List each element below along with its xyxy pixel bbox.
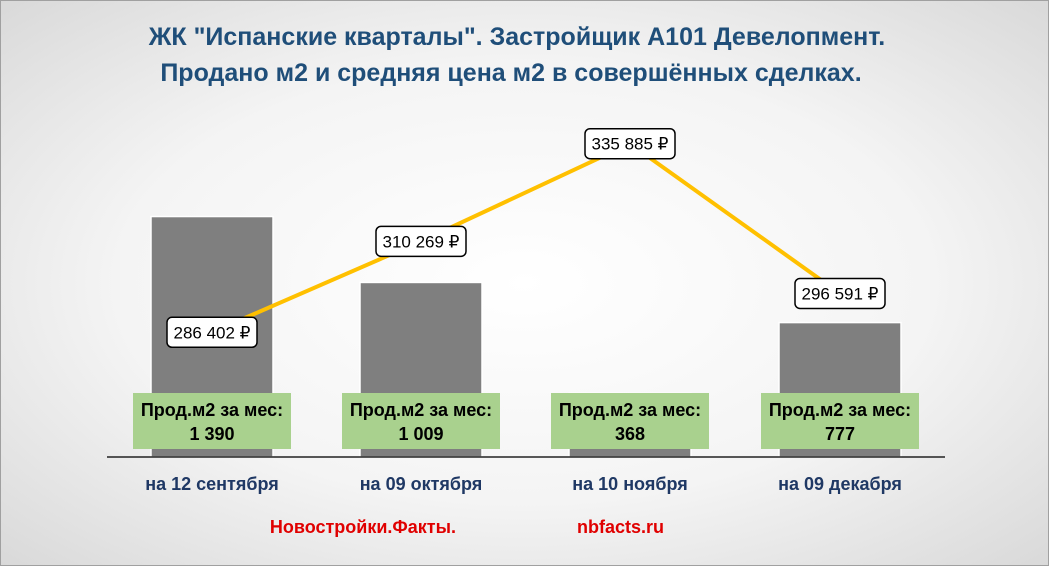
bar-value-label-1: 1 390 <box>189 424 234 444</box>
footer-site-url: nbfacts.ru <box>577 517 664 537</box>
price-label-box-3 <box>584 127 676 160</box>
price-label-text-2: 310 269 ₽ <box>383 232 460 251</box>
chart-title-line-2: Продано м2 и средняя цена м2 в совершённ… <box>160 59 861 87</box>
bar-label-box-1 <box>133 393 291 449</box>
bar-label-box-2 <box>342 393 500 449</box>
price-label-box-1 <box>166 316 258 349</box>
price-line-layer <box>211 141 842 335</box>
price-label-text-4: 296 591 ₽ <box>802 284 879 303</box>
price-label-text-3: 335 885 ₽ <box>592 135 669 154</box>
bar-label-prefix-4: Прод.м2 за мес: <box>769 400 911 420</box>
bar-label-box-3 <box>551 393 709 449</box>
bar-value-label-3: 368 <box>615 424 645 444</box>
bar-label-box-4 <box>761 393 919 449</box>
price-label-4: 296 591 ₽ <box>794 277 886 310</box>
category-labels: на 12 сентября на 09 октября на 10 ноября н… <box>145 474 902 494</box>
price-label-3: 335 885 ₽ <box>584 127 676 160</box>
category-label-3: на 10 ноября <box>572 474 687 494</box>
footer-site-name: Новостройки.Факты. <box>270 517 456 537</box>
category-label-2: на 09 октября <box>360 474 483 494</box>
price-label-1: 286 402 ₽ <box>166 316 258 349</box>
bar-value-label-4: 777 <box>825 424 855 444</box>
bar-label-prefix-1: Прод.м2 за мес: <box>141 400 283 420</box>
bars-layer: Прод.м2 за мес: 1 390 Прод.м2 за мес: 1 009… <box>133 215 919 458</box>
price-line <box>211 141 842 335</box>
chart-title-line-1: ЖК "Испанские кварталы". Застройщик А101… <box>148 23 885 51</box>
category-label-4: на 09 декабря <box>778 474 902 494</box>
price-label-2: 310 269 ₽ <box>375 225 467 258</box>
bar-label-prefix-3: Прод.м2 за мес: <box>559 400 701 420</box>
category-label-1: на 12 сентября <box>145 474 279 494</box>
bar-label-prefix-2: Прод.м2 за мес: <box>350 400 492 420</box>
bar-value-label-2: 1 009 <box>398 424 443 444</box>
price-label-text-1: 286 402 ₽ <box>174 323 251 342</box>
price-labels-layer: 286 402 ₽ 310 269 ₽ 335 885 ₽ 296 591 ₽ <box>166 127 886 349</box>
price-label-box-2 <box>375 225 467 258</box>
price-label-box-4 <box>794 277 886 310</box>
